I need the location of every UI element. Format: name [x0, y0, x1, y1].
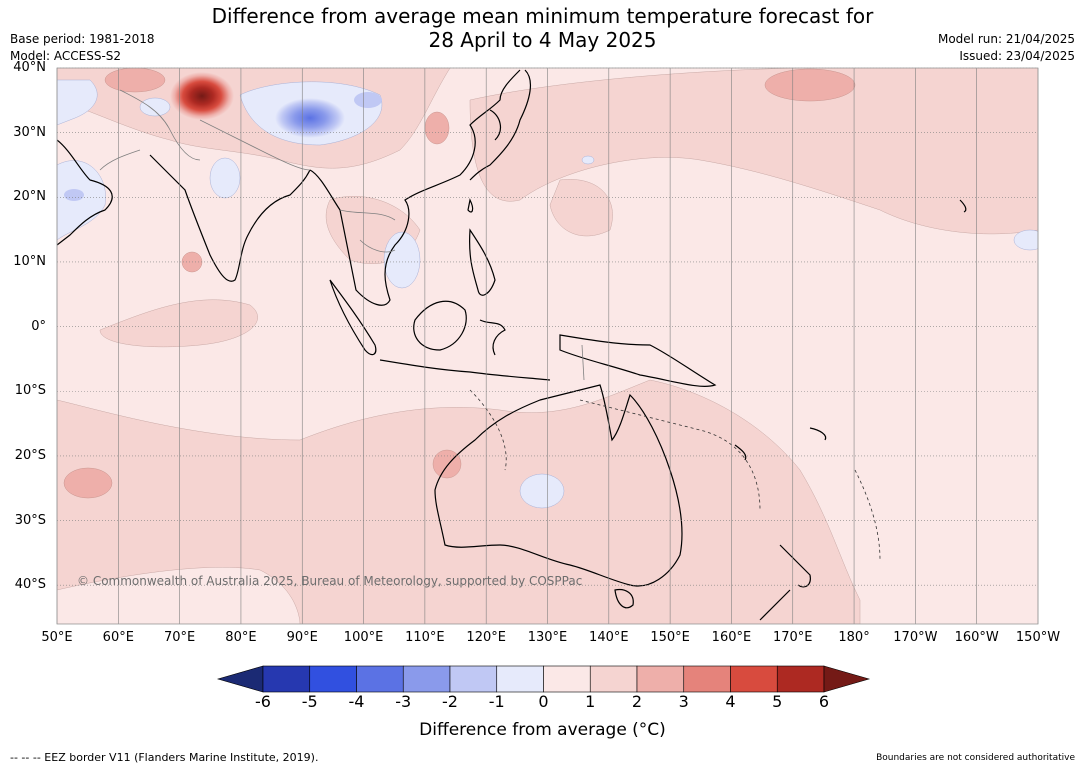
colorbar-tick-label: -4: [348, 692, 365, 711]
colorbar-tick-label: 1: [585, 692, 596, 711]
metadata-left: Base period: 1981-2018 Model: ACCESS-S2: [10, 31, 155, 65]
model-run: Model run: 21/04/2025: [937, 32, 1075, 46]
colorbar-tick-label: -2: [442, 692, 458, 711]
anomaly-field: [57, 68, 1038, 624]
colorbar-tick-label: -5: [301, 692, 318, 711]
colorbar-segment: [543, 665, 591, 693]
country-borders: [99, 89, 585, 381]
base-period: Base period: 1981-2018: [10, 32, 155, 46]
colorbar-segment: [496, 665, 544, 693]
latitude-label: 40°S: [14, 577, 46, 593]
copyright-notice: © Commonwealth of Australia 2025, Bureau…: [77, 574, 583, 588]
title-line-1: Difference from average mean minimum tem…: [211, 4, 874, 28]
latitude-label: 30°S: [14, 512, 46, 528]
metadata-right: Model run: 21/04/2025 Issued: 23/04/2025: [938, 31, 1075, 65]
latitude-label: 10°N: [13, 253, 46, 269]
colorbar-segment: [262, 665, 311, 693]
colorbar-segment: [636, 665, 685, 693]
colorbar-tick-label: -3: [395, 692, 412, 711]
longitude-label: 150°W: [1015, 630, 1061, 645]
eez-borders: [469, 389, 881, 561]
latitude-label: 10°S: [14, 383, 46, 399]
longitude-label: 130°E: [527, 630, 568, 645]
colorbar-segment: [449, 665, 498, 693]
colorbar-segment: [730, 665, 778, 693]
colorbar-segment: [356, 665, 404, 693]
colorbar-tick-label: -6: [255, 692, 271, 711]
colorbar-tick-label: 4: [725, 692, 736, 711]
longitude-label: 90°E: [286, 630, 318, 645]
longitude-label: 80°E: [225, 630, 257, 645]
map-frame: [56, 67, 1039, 625]
colorbar-segment: [683, 665, 731, 693]
colorbar-segment: [589, 665, 638, 693]
longitude-label: 160°E: [711, 630, 752, 645]
colorbar: [216, 665, 871, 693]
latitude-label: 20°S: [14, 447, 46, 463]
longitude-label: 70°E: [163, 630, 196, 645]
longitude-label: 150°E: [650, 630, 690, 645]
longitude-label: 120°E: [466, 630, 506, 645]
colorbar-segment: [402, 665, 451, 693]
colorbar-tick-label: -1: [488, 692, 505, 711]
colorbar-tick-label: 3: [678, 692, 689, 711]
colorbar-tick-label: 2: [631, 692, 643, 711]
model-name: Model: ACCESS-S2: [10, 49, 122, 63]
latitude-label: 20°N: [13, 189, 46, 205]
longitude-label: 60°E: [102, 630, 134, 645]
latitude-label: 30°N: [13, 124, 46, 140]
boundary-disclaimer: Boundaries are not considered authoritat…: [876, 753, 1075, 763]
issued-date: Issued: 23/04/2025: [959, 49, 1075, 63]
longitude-label: 100°E: [343, 630, 384, 645]
longitude-label: 50°E: [41, 630, 73, 645]
longitude-label: 110°E: [405, 630, 445, 645]
longitude-label: 140°E: [589, 630, 629, 645]
legend-title: Difference from average (°C): [419, 720, 666, 740]
colorbar-high-extension: [823, 665, 871, 693]
colorbar-tick-label: 0: [538, 692, 549, 711]
longitude-label: 180°: [838, 630, 870, 645]
colorbar-tick-label: 5: [772, 692, 783, 711]
longitude-label: 160°W: [954, 630, 999, 645]
longitude-label: 170°E: [772, 630, 813, 645]
map-title: Difference from average mean minimum tem…: [0, 4, 1085, 52]
colorbar-segment: [776, 665, 825, 693]
colorbar-tick-label: 6: [818, 692, 830, 711]
title-line-2: 28 April to 4 May 2025: [428, 28, 657, 52]
eez-note: -- -- -- EEZ border V11 (Flanders Marine…: [10, 751, 319, 764]
latitude-label: 0°: [31, 318, 46, 334]
longitude-label: 170°W: [893, 630, 938, 645]
latitude-label: 40°N: [13, 60, 46, 75]
colorbar-low-extension: [216, 665, 264, 693]
colorbar-segment: [309, 665, 357, 693]
